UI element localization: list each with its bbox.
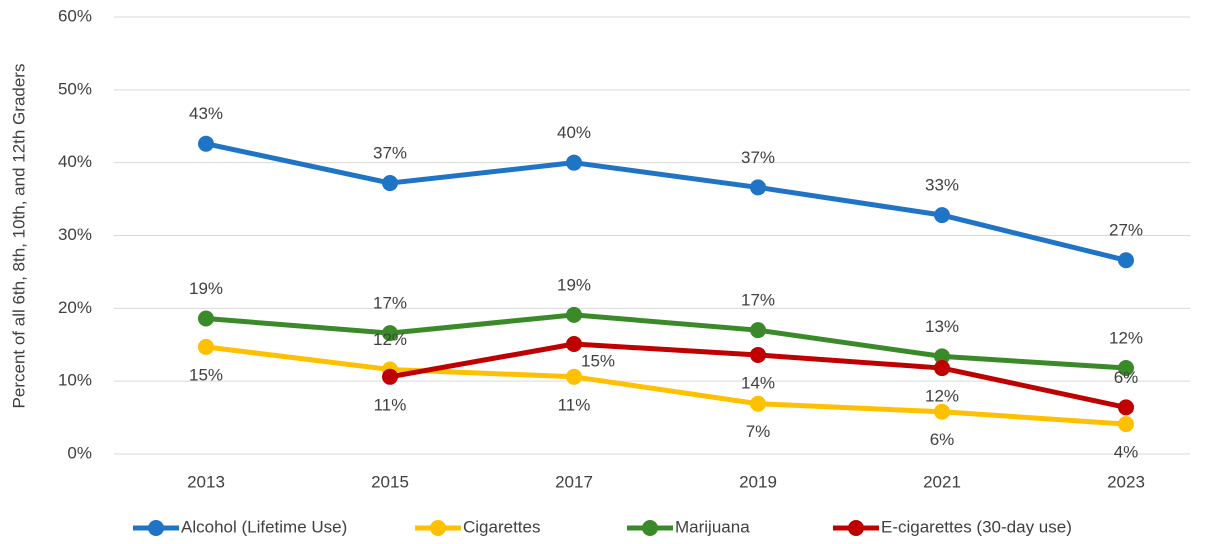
data-label: 43% (189, 104, 223, 123)
data-label: 14% (741, 373, 775, 392)
data-point (1118, 360, 1134, 377)
x-tick-label: 2015 (371, 472, 409, 491)
x-tick-label: 2013 (187, 472, 225, 491)
data-label: 17% (741, 291, 775, 310)
y-tick-label: 60% (58, 6, 92, 25)
data-point (750, 346, 766, 363)
y-tick-label: 0% (67, 443, 92, 462)
data-label: 40% (557, 123, 591, 142)
data-label: 37% (741, 148, 775, 167)
y-axis-label: Percent of all 6th, 8th, 10th, and 12th … (9, 64, 28, 409)
data-point (934, 360, 950, 377)
x-tick-label: 2023 (1107, 472, 1145, 491)
data-label: 17% (373, 294, 407, 313)
data-point (750, 322, 766, 339)
legend-label: Marijuana (675, 517, 750, 536)
data-point (934, 348, 950, 365)
data-label: 27% (1109, 221, 1143, 240)
y-tick-label: 50% (58, 79, 92, 98)
data-point (934, 403, 950, 420)
data-point (566, 336, 582, 353)
y-tick-label: 10% (58, 371, 92, 390)
legend-marker (848, 520, 864, 536)
data-point (566, 306, 582, 323)
data-label: 11% (374, 395, 407, 414)
y-tick-label: 30% (58, 225, 92, 244)
y-tick-label: 40% (58, 152, 92, 171)
legend-label: Cigarettes (463, 517, 540, 536)
data-point (382, 325, 398, 342)
x-tick-label: 2019 (739, 472, 777, 491)
data-point (566, 154, 582, 171)
series-line (205, 141, 1127, 263)
data-label: 12% (373, 330, 407, 349)
data-label: 19% (557, 275, 591, 294)
legend-label: E-cigarettes (30-day use) (881, 517, 1072, 536)
data-label: 37% (373, 144, 407, 163)
x-tick-label: 2017 (555, 472, 593, 491)
data-point (1118, 416, 1134, 433)
data-label: 15% (189, 365, 223, 384)
data-point (750, 395, 766, 412)
data-label: 6% (930, 430, 955, 449)
data-label: 13% (925, 317, 959, 336)
data-point (382, 175, 398, 192)
series-line (205, 312, 1127, 371)
data-label: 12% (925, 387, 959, 406)
data-point (934, 207, 950, 224)
x-tick-label: 2021 (923, 472, 961, 491)
legend-label: Alcohol (Lifetime Use) (181, 517, 347, 536)
data-label: 33% (925, 176, 959, 195)
data-label: 6% (1114, 368, 1139, 387)
data-label: 15% (581, 352, 615, 371)
data-label: 12% (1109, 329, 1143, 348)
data-point (198, 135, 214, 152)
legend-marker (430, 520, 446, 536)
series-line (205, 344, 1127, 427)
data-label: 19% (189, 279, 223, 298)
legend-marker (148, 520, 164, 536)
data-point (750, 179, 766, 196)
data-point (1118, 399, 1134, 416)
y-tick-label: 20% (58, 298, 92, 317)
data-label: 7% (746, 422, 771, 441)
legend-marker (642, 520, 658, 536)
data-label: 11% (558, 395, 591, 414)
data-point (382, 368, 398, 385)
data-point (198, 338, 214, 355)
data-point (566, 368, 582, 385)
data-point (198, 310, 214, 327)
data-label: 4% (1114, 443, 1139, 462)
data-point (1118, 252, 1134, 269)
